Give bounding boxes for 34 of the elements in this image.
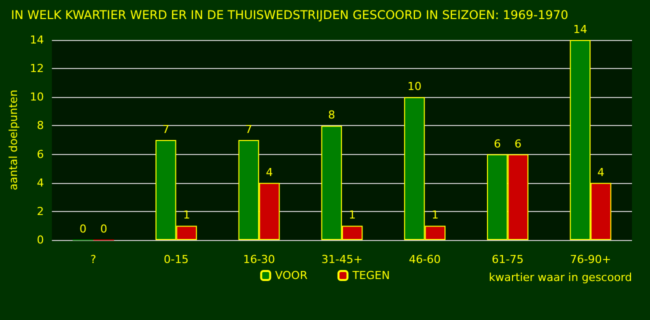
data-label: 0 (100, 222, 108, 236)
data-label: 10 (407, 80, 422, 94)
data-label: 0 (79, 222, 86, 236)
x-tick-label: 76-90+ (570, 253, 612, 266)
data-label: 7 (162, 123, 170, 136)
y-tick-label: 12 (30, 62, 44, 76)
x-tick-label: 46-60 (408, 253, 441, 266)
data-label: 4 (266, 166, 273, 179)
y-tick-label: 4 (36, 176, 44, 190)
data-label: 1 (432, 208, 439, 222)
x-tick-label: 16-30 (243, 253, 276, 266)
data-label: 8 (328, 108, 336, 122)
y-axis-title: aantal doelpunten (7, 90, 20, 190)
data-label: 7 (245, 123, 252, 136)
y-tick-label: 0 (36, 234, 44, 246)
x-tick-label: 31-45+ (321, 253, 363, 266)
y-tick-label: 6 (36, 148, 44, 161)
chart-title: IN WELK KWARTIER WERD ER IN DE THUISWEDSTRIJDEN GESCOORD IN SEIZOEN: 1969-1970 (11, 8, 568, 22)
x-axis-title: kwartier waar in gescoord (488, 271, 632, 284)
x-tick-label: 0-15 (164, 253, 189, 266)
y-tick-label: 14 (30, 34, 44, 46)
y-tick-label: 2 (36, 204, 44, 218)
y-tick-label: 8 (36, 119, 44, 132)
legend-label: VOOR (275, 269, 308, 282)
data-label: 6 (514, 137, 522, 150)
data-label: 1 (348, 208, 356, 222)
legend-label: TEGEN (351, 269, 390, 282)
x-tick-label: 61-75 (492, 253, 524, 266)
y-tick-label: 10 (30, 90, 44, 104)
x-tick-label: ? (90, 253, 96, 266)
data-label: 4 (597, 166, 604, 179)
data-label: 6 (494, 137, 501, 150)
data-label: 1 (183, 208, 190, 222)
data-label: 14 (573, 23, 588, 36)
